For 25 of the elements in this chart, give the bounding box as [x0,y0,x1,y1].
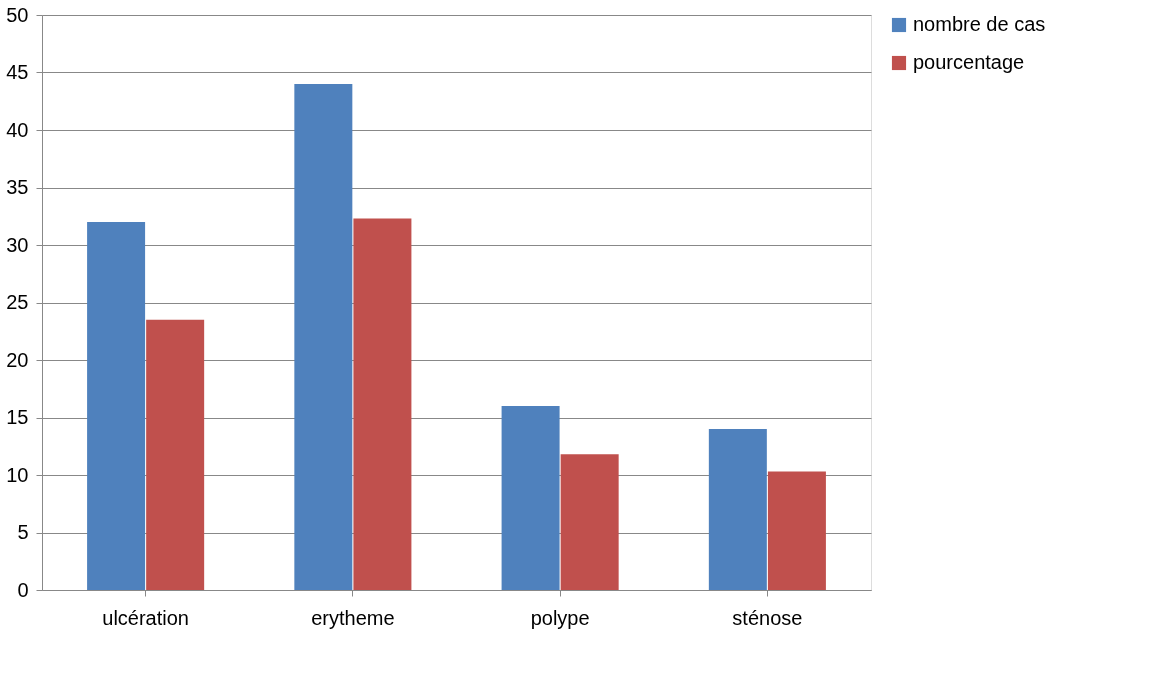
legend-label: pourcentage [913,51,1025,73]
y-tick-label: 50 [6,3,29,26]
y-tick-label: 20 [6,348,29,371]
legend-label: nombre de cas [913,13,1046,35]
bar [501,406,560,590]
y-tick-label: 45 [6,61,29,83]
x-tick-label: erytheme [311,606,395,629]
bar [708,429,767,590]
y-tick-label: 35 [6,176,29,198]
bar [294,84,353,590]
y-tick-label: 40 [6,118,29,141]
x-tick-label: polype [530,606,590,629]
y-tick-label: 10 [6,463,29,486]
y-tick-label: 25 [6,291,29,313]
bar [767,471,826,590]
bar [560,454,619,590]
bar [87,222,146,590]
y-tick-label: 30 [6,233,29,256]
y-tick-label: 15 [6,406,29,428]
bar [146,319,205,590]
x-tick-label: sténose [732,606,803,629]
y-tick-label: 5 [17,521,29,543]
bar [353,218,412,590]
x-tick-label: ulcération [102,606,189,629]
y-tick-label: 0 [17,578,29,601]
